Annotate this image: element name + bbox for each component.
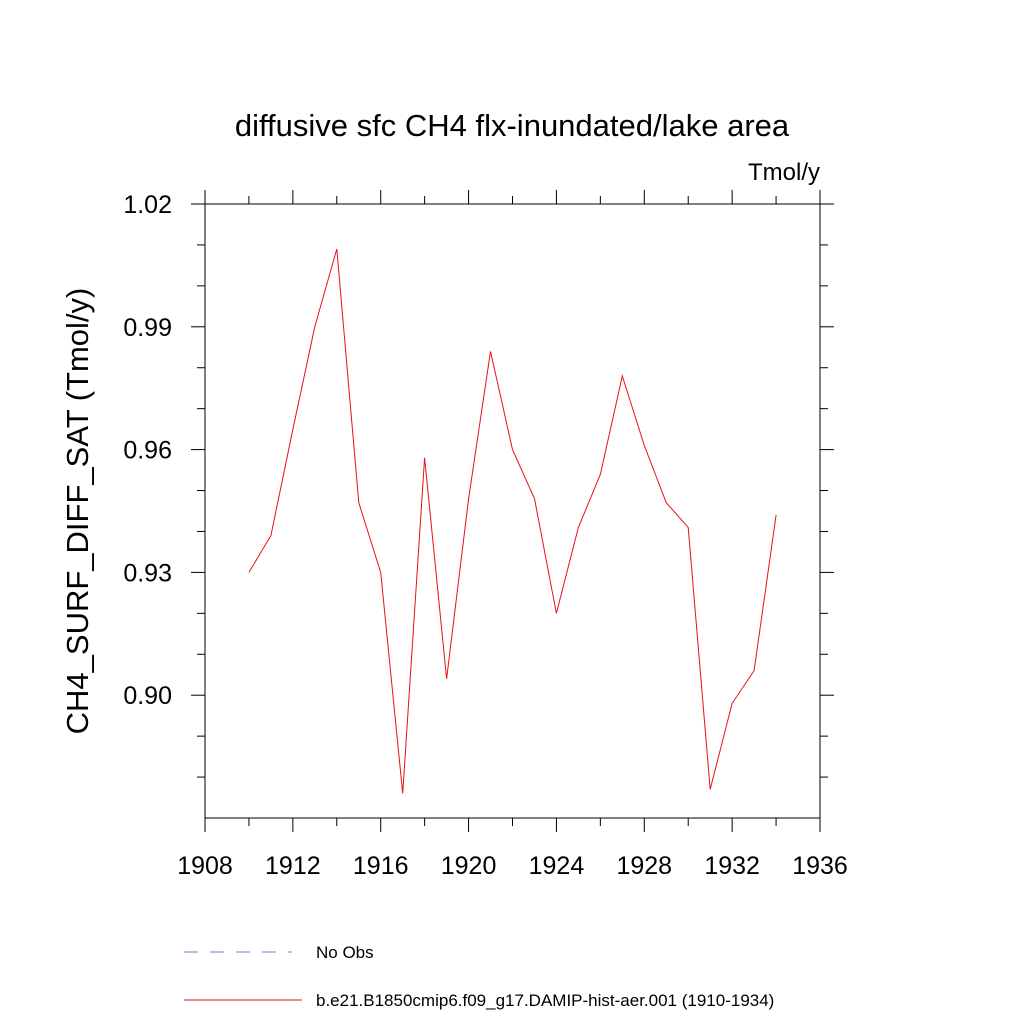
y-tick-label: 0.93 bbox=[123, 559, 172, 587]
series-lines bbox=[248, 248, 777, 794]
x-tick-label: 1908 bbox=[177, 852, 233, 880]
y-axis-label: CH4_SURF_DIFF_SAT (Tmol/y) bbox=[60, 288, 95, 735]
y-tick-label: 0.90 bbox=[123, 682, 172, 710]
x-tick-label: 1916 bbox=[353, 852, 409, 880]
x-tick-label: 1932 bbox=[704, 852, 760, 880]
chart-title: diffusive sfc CH4 flx-inundated/lake are… bbox=[235, 108, 790, 143]
x-tick-label: 1920 bbox=[441, 852, 497, 880]
legend: No Obs b.e21.B1850cmip6.f09_g17.DAMIP-his… bbox=[184, 943, 774, 1010]
units-label: Tmol/y bbox=[748, 159, 820, 186]
axis-ticks bbox=[191, 190, 834, 832]
x-tick-label: 1924 bbox=[529, 852, 585, 880]
series-line bbox=[248, 248, 777, 794]
plot-frame bbox=[204, 203, 821, 819]
y-tick-label: 0.96 bbox=[123, 437, 172, 465]
x-tick-label: 1912 bbox=[265, 852, 321, 880]
x-tick-label: 1928 bbox=[616, 852, 672, 880]
x-tick-label: 1936 bbox=[792, 852, 848, 880]
x-tick-labels: 1908 1912 1916 1920 1924 1928 1932 1936 bbox=[177, 852, 848, 880]
y-tick-label: 1.02 bbox=[123, 191, 172, 219]
y-tick-label: 0.99 bbox=[123, 314, 172, 342]
y-tick-labels: 0.90 0.93 0.96 0.99 1.02 bbox=[123, 191, 172, 710]
legend-label: No Obs bbox=[316, 943, 374, 962]
legend-label: b.e21.B1850cmip6.f09_g17.DAMIP-hist-aer.… bbox=[316, 991, 774, 1010]
